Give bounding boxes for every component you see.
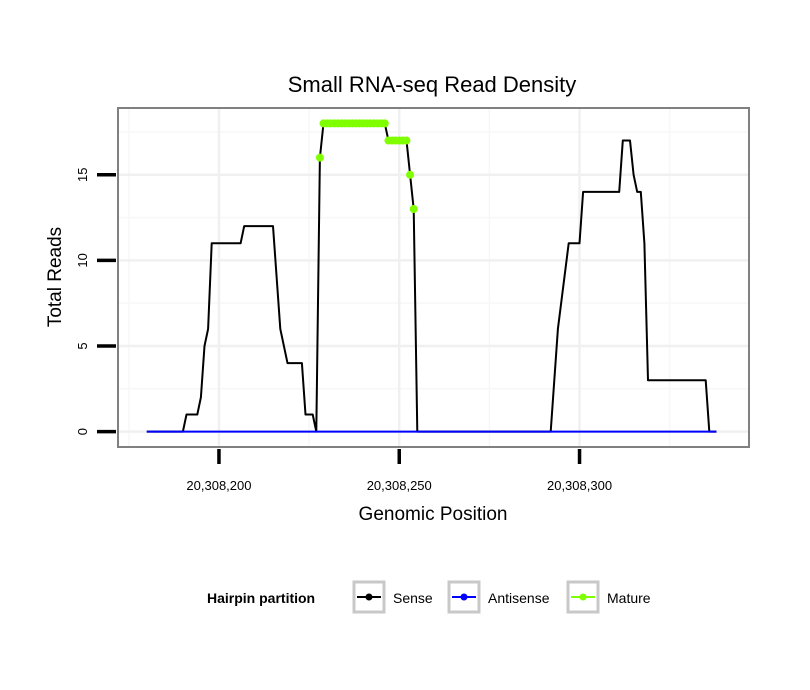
legend-entry-sense: Sense [352, 580, 433, 614]
panel-border [117, 107, 750, 448]
y-tick-label: 0 [75, 428, 90, 435]
x-tick-label: 20,308,200 [186, 478, 251, 493]
legend-label-sense: Sense [393, 590, 433, 606]
y-tick-label: 5 [75, 342, 90, 349]
series-layer [146, 119, 717, 433]
legend-title: Hairpin partition [207, 590, 315, 606]
legend-point-mature [579, 593, 587, 601]
y-tick-label: 15 [75, 168, 90, 182]
legend: Hairpin partition Sense Antisense Mature [207, 580, 651, 614]
legend-label-mature: Mature [607, 590, 651, 606]
data-point-mature [406, 170, 415, 179]
data-point-mature [315, 153, 324, 162]
legend-point-sense [365, 593, 373, 601]
legend-point-antisense [460, 593, 468, 601]
y-axis-title: Total Reads [45, 227, 66, 327]
data-point-mature [402, 136, 411, 145]
data-point-mature [409, 205, 418, 214]
data-point-mature [380, 119, 389, 128]
y-axis: 0 5 10 15 [75, 168, 116, 435]
legend-label-antisense: Antisense [488, 590, 550, 606]
series-mature-points [315, 119, 418, 214]
x-tick-label: 20,308,300 [547, 478, 612, 493]
y-tick-label: 10 [75, 253, 90, 267]
legend-entry-mature: Mature [566, 580, 651, 614]
legend-entry-antisense: Antisense [447, 580, 550, 614]
x-axis-title: Genomic Position [359, 504, 508, 525]
panel-background [118, 108, 749, 447]
plot-panel [117, 107, 750, 448]
x-axis: 20,308,200 20,308,250 20,308,300 [186, 449, 612, 493]
chart-title: Small RNA-seq Read Density [288, 72, 577, 97]
x-tick-label: 20,308,250 [367, 478, 432, 493]
minor-gridlines [118, 108, 749, 447]
